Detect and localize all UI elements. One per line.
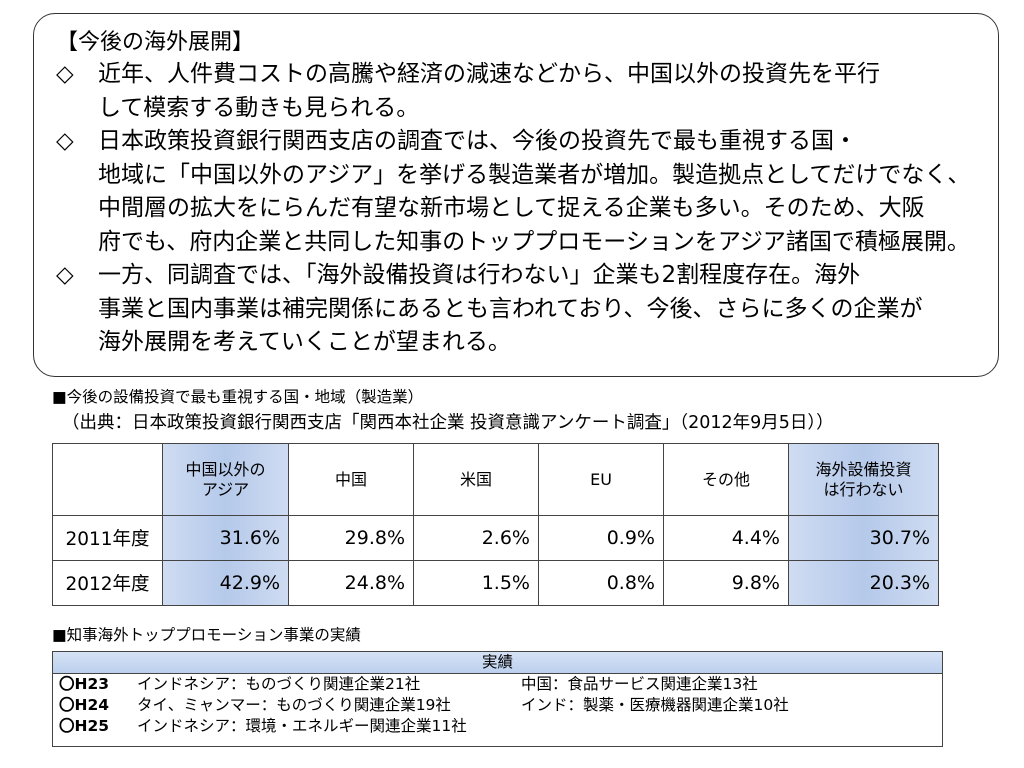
- table-cell: 9.8%: [663, 560, 789, 606]
- results-caption: ■知事海外トッププロモーション事業の実績: [52, 626, 361, 644]
- table-cell: 0.9%: [538, 515, 664, 561]
- col-header-china: 中国: [288, 443, 414, 516]
- list-item: 〇H25 インドネシア：環境・エネルギー関連企業11社: [53, 716, 942, 737]
- col-header-usa: 米国: [413, 443, 539, 516]
- diamond-bullet-icon: ◇: [56, 262, 74, 288]
- investment-table-source: （出典：日本政策投資銀行関西支店「関西本社企業 投資意識アンケート調査」（201…: [62, 413, 834, 433]
- table-cell: 2.6%: [413, 515, 539, 561]
- promotion-results-box: 実績 〇H23 インドネシア：ものづくり関連企業21社 中国：食品サービス関連企…: [52, 651, 943, 747]
- list-item: 〇H24 タイ、ミャンマー：ものづくり関連企業19社 インド：製薬・医療機器関連…: [53, 695, 942, 716]
- table-corner-cell: [52, 443, 163, 516]
- result-item: インド：製薬・医療機器関連企業10社: [521, 696, 789, 714]
- outlook-title: 【今後の海外展開】: [56, 30, 255, 55]
- investment-priority-table: 中国以外の アジア 中国 米国 EU その他 海外設備投資 は行わない 2011…: [52, 443, 939, 606]
- bullet-text: 日本政策投資銀行関西支店の調査では、今後の投資先で最も重視する国・ 地域に「中国…: [98, 128, 971, 255]
- outlook-bullet-3: ◇ 一方、同調査では、「海外設備投資は行わない」企業も2割程度存在。海外 事業と…: [56, 259, 986, 360]
- bullet-text: 一方、同調査では、「海外設備投資は行わない」企業も2割程度存在。海外 事業と国内…: [98, 262, 923, 355]
- table-row: 2012年度 42.9% 24.8% 1.5% 0.8% 9.8% 20.3%: [52, 560, 939, 606]
- diamond-bullet-icon: ◇: [56, 61, 74, 87]
- table-cell: 20.3%: [788, 560, 939, 606]
- table-cell: 42.9%: [162, 560, 289, 606]
- result-item: 中国：食品サービス関連企業13社: [521, 675, 758, 693]
- table-cell: 0.8%: [538, 560, 664, 606]
- overseas-outlook-box: 【今後の海外展開】 ◇ 近年、人件費コストの高騰や経済の減速などから、中国以外の…: [33, 13, 999, 377]
- col-header-no-overseas: 海外設備投資 は行わない: [788, 443, 939, 516]
- result-item: インドネシア：ものづくり関連企業21社: [137, 675, 421, 693]
- table-cell: 24.8%: [288, 560, 414, 606]
- table-row: 2011年度 31.6% 29.8% 2.6% 0.9% 4.4% 30.7%: [52, 515, 939, 561]
- outlook-bullet-2: ◇ 日本政策投資銀行関西支店の調査では、今後の投資先で最も重視する国・ 地域に「…: [56, 125, 986, 259]
- table-cell: 31.6%: [162, 515, 289, 561]
- bullet-text: 近年、人件費コストの高騰や経済の減速などから、中国以外の投資先を平行 して模索す…: [98, 61, 880, 121]
- row-label: 2012年度: [52, 560, 163, 606]
- col-header-other: その他: [663, 443, 789, 516]
- table-cell: 1.5%: [413, 560, 539, 606]
- table-cell: 29.8%: [288, 515, 414, 561]
- list-item: 〇H23 インドネシア：ものづくり関連企業21社 中国：食品サービス関連企業13…: [53, 674, 942, 695]
- table-header-row: 中国以外の アジア 中国 米国 EU その他 海外設備投資 は行わない: [52, 443, 939, 516]
- table-cell: 4.4%: [663, 515, 789, 561]
- result-item: タイ、ミャンマー：ものづくり関連企業19社: [137, 696, 451, 714]
- col-header-asia-ex-china: 中国以外の アジア: [162, 443, 289, 516]
- diamond-bullet-icon: ◇: [56, 128, 74, 154]
- outlook-bullet-1: ◇ 近年、人件費コストの高騰や経済の減速などから、中国以外の投資先を平行 して模…: [56, 58, 986, 125]
- result-year: 〇H24: [59, 696, 110, 714]
- table-cell: 30.7%: [788, 515, 939, 561]
- result-item: インドネシア：環境・エネルギー関連企業11社: [137, 717, 467, 735]
- row-label: 2011年度: [52, 515, 163, 561]
- result-year: 〇H23: [59, 675, 110, 693]
- result-year: 〇H25: [59, 717, 110, 735]
- col-header-eu: EU: [538, 443, 664, 516]
- results-header: 実績: [53, 652, 942, 674]
- investment-table-caption: ■今後の設備投資で最も重視する国・地域（製造業）: [52, 388, 424, 406]
